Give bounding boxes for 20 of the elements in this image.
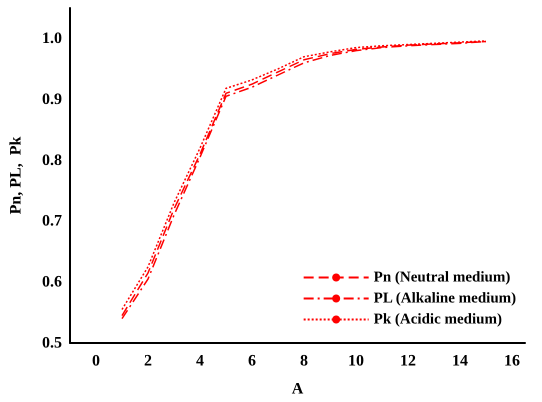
x-tick-label: 8 [300, 352, 308, 370]
x-tick-label: 0 [92, 352, 100, 370]
x-axis-title: A [292, 380, 304, 398]
x-tick-label: 10 [348, 352, 364, 370]
y-tick-label: 1.0 [42, 30, 62, 47]
y-tick-label: 0.6 [42, 274, 62, 291]
y-axis-title: Pn, PL, Pk [8, 136, 24, 214]
x-tick-label: 4 [196, 352, 204, 370]
legend-label: PL (Alkaline medium) [374, 290, 516, 306]
y-tick-label: 0.7 [42, 212, 62, 230]
x-tick-label: 14 [452, 352, 468, 370]
y-tick-label: 0.9 [42, 90, 62, 108]
y-tick-label: 0.8 [42, 152, 62, 169]
legend-label: Pk (Acidic medium) [374, 312, 502, 328]
x-tick-label: 16 [504, 352, 520, 370]
x-tick-label: 12 [400, 352, 416, 370]
y-tick-label: 0.5 [42, 334, 62, 352]
legend-label: Pn (Neutral medium) [374, 270, 510, 286]
x-tick-label: 6 [248, 352, 256, 370]
x-tick-label: 2 [144, 352, 152, 370]
